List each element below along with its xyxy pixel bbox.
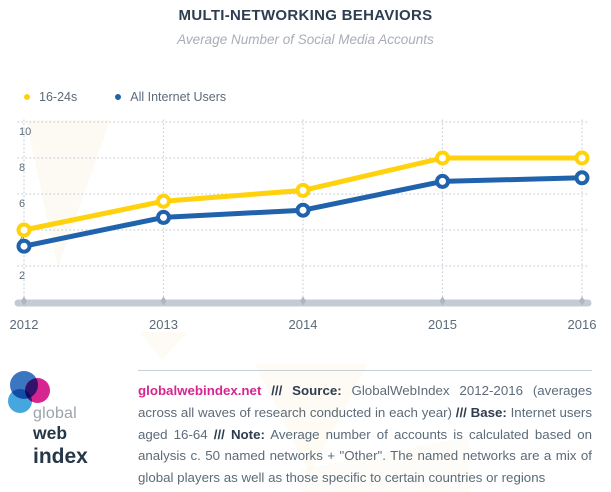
legend-swatch-yellow-icon (24, 94, 30, 100)
data-point (295, 182, 311, 198)
y-tick-label: 2 (19, 270, 25, 282)
base-label: Base: (470, 404, 507, 420)
y-tick-label: 6 (19, 198, 25, 210)
y-tick-label: 8 (19, 162, 25, 174)
line-chart: 24681020122013201420152016 (10, 119, 597, 332)
legend-label: All Internet Users (130, 90, 227, 104)
data-point (574, 170, 590, 186)
logo-word-web: web (33, 423, 68, 443)
logo-word-global: global (33, 405, 77, 422)
separator-slashes: /// (455, 404, 471, 420)
legend-label: 16-24s (39, 90, 78, 104)
data-point (574, 150, 590, 166)
legend-item-all-internet-users: All Internet Users (115, 90, 226, 104)
chart-legend: 16-24s All Internet Users (24, 90, 226, 104)
legend-item-16-24s: 16-24s (24, 90, 77, 104)
x-tick-label: 2012 (10, 317, 39, 332)
note-label: Note: (230, 426, 265, 442)
separator-slashes: /// (261, 383, 293, 398)
source-note-text: globalwebindex.net /// Source: GlobalWeb… (138, 370, 592, 489)
x-tick-label: 2016 (568, 317, 597, 332)
chart-subtitle: Average Number of Social Media Accounts (177, 32, 434, 47)
globalwebindex-link[interactable]: globalwebindex.net (138, 383, 262, 398)
base-value: Internet users aged 16-64 (138, 404, 592, 442)
source-label: Source: (292, 383, 342, 398)
source-value: GlobalWebIndex 2012-2016 (averages acros… (138, 383, 592, 420)
data-point (16, 238, 32, 254)
x-tick-icon (160, 296, 167, 306)
x-tick-icon (439, 296, 446, 306)
x-axis-labels: 2012 2013 2014 2015 2016 (10, 317, 597, 332)
note-value: Average number of accounts is calculated… (138, 426, 593, 486)
x-tick-label: 2014 (289, 317, 318, 332)
logo-word-index: index (33, 444, 88, 468)
x-tick-icon (579, 296, 585, 306)
x-axis-ticks (21, 296, 585, 306)
y-axis-labels: 246810 (19, 126, 31, 282)
separator-slashes: /// (213, 426, 231, 442)
y-tick-label: 10 (19, 126, 31, 138)
x-tick-icon (21, 296, 27, 306)
series-all-internet-users (16, 170, 590, 254)
legend-swatch-blue-icon (115, 94, 122, 100)
data-point (295, 202, 311, 218)
globalwebindex-logo: global web index (33, 406, 88, 467)
data-point (156, 193, 171, 209)
data-point (435, 150, 450, 166)
x-tick-icon (300, 296, 306, 306)
chart-title: MULTI-NETWORKING BEHAVIORS (178, 7, 433, 24)
series-16-24s (16, 150, 590, 238)
data-point (16, 222, 32, 238)
x-tick-label: 2015 (428, 317, 457, 332)
data-point (435, 173, 450, 189)
data-point (156, 209, 171, 225)
logo-circle-lightblue-icon (8, 389, 32, 413)
x-tick-label: 2013 (149, 317, 178, 332)
